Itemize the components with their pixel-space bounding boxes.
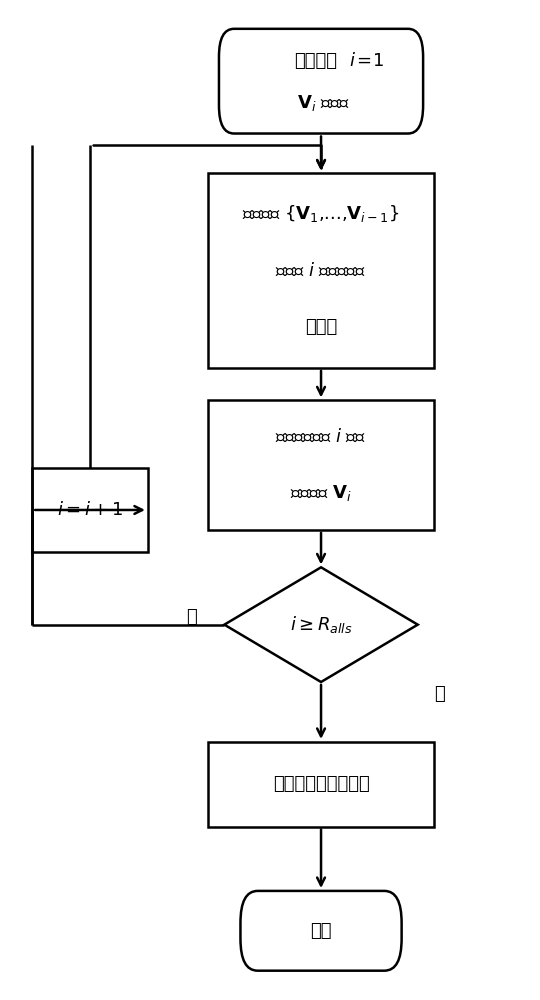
Text: $i \geq R_{alls}$: $i \geq R_{alls}$ xyxy=(290,614,353,635)
Text: 结束: 结束 xyxy=(310,922,332,940)
Text: 互信息最大的 $i$ 维变: 互信息最大的 $i$ 维变 xyxy=(275,428,367,446)
FancyBboxPatch shape xyxy=(208,742,434,827)
Text: $\mathbf{V}_i$ 为空集: $\mathbf{V}_i$ 为空集 xyxy=(297,93,350,113)
Text: $i\,$=1: $i\,$=1 xyxy=(349,52,384,70)
FancyBboxPatch shape xyxy=(240,891,402,971)
Text: 输出排好序的变量组: 输出排好序的变量组 xyxy=(273,775,369,793)
FancyBboxPatch shape xyxy=(208,400,434,530)
FancyBboxPatch shape xyxy=(208,173,434,368)
Text: 计算包含 {$\mathbf{V}_1$,...,$\mathbf{V}_{i-1}$}: 计算包含 {$\mathbf{V}_1$,...,$\mathbf{V}_{i-… xyxy=(242,203,400,224)
Text: 量组记为 $\mathbf{V}_i$: 量组记为 $\mathbf{V}_i$ xyxy=(290,483,352,503)
Text: 是: 是 xyxy=(434,685,444,703)
Text: 的所有 $i$ 维变量组的: 的所有 $i$ 维变量组的 xyxy=(275,262,367,280)
Text: 互信息: 互信息 xyxy=(305,318,337,336)
Polygon shape xyxy=(224,567,418,682)
Text: $i=i+1$: $i=i+1$ xyxy=(57,501,123,519)
FancyBboxPatch shape xyxy=(219,29,423,134)
Text: 初始化：: 初始化： xyxy=(294,52,337,70)
Text: 否: 否 xyxy=(186,608,197,626)
FancyBboxPatch shape xyxy=(32,468,148,552)
